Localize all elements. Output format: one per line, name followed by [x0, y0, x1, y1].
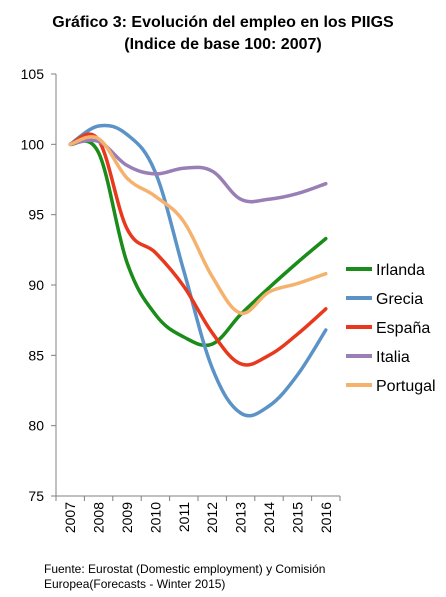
legend-label: España	[376, 320, 430, 337]
y-tick-label: 90	[28, 277, 44, 293]
x-tick-label: 2011	[176, 502, 192, 532]
chart-title-block: Gráfico 3: Evolución del empleo en los P…	[0, 12, 446, 56]
legend-label: Portugal	[376, 378, 436, 395]
line-chart: 75 80 85 90 95 100 105 2007 2008 2009 2010 2011 2012…	[21, 66, 436, 533]
source-line-1: Fuente: Eurostat (Domestic employment) y…	[44, 562, 326, 576]
x-tick-label: 2014	[261, 502, 277, 533]
y-tick-label: 105	[21, 66, 45, 82]
legend-label: Irlanda	[376, 262, 425, 279]
x-tick-label: 2015	[289, 502, 305, 533]
x-tick-label: 2008	[91, 502, 107, 533]
x-tick-label: 2007	[62, 502, 78, 533]
series-line-irlanda	[68, 139, 328, 348]
x-tick-label: 2010	[147, 502, 163, 533]
y-tick-label: 95	[28, 207, 44, 223]
x-tick-label: 2016	[318, 502, 334, 533]
series-line-españa	[68, 132, 328, 367]
y-tick-label: 80	[28, 418, 44, 434]
y-tick-label: 75	[28, 488, 44, 504]
chart-title: Gráfico 3: Evolución del empleo en los P…	[52, 14, 394, 31]
legend-label: Italia	[376, 349, 410, 366]
y-tick-label: 100	[21, 136, 45, 152]
chart-subtitle: (Indice de base 100: 2007)	[124, 36, 322, 53]
source-note: Fuente: Eurostat (Domestic employment) y…	[44, 562, 424, 592]
x-tick-label: 2012	[204, 502, 220, 533]
source-line-2: Europea(Forecasts - Winter 2015)	[44, 577, 226, 591]
x-tick-label: 2013	[233, 502, 249, 533]
series-line-portugal	[68, 135, 328, 315]
y-tick-label: 85	[28, 347, 44, 363]
series-line-italia	[68, 138, 328, 204]
x-tick-label: 2009	[119, 502, 135, 533]
series-line-grecia	[68, 123, 328, 418]
legend-label: Grecia	[376, 291, 423, 308]
